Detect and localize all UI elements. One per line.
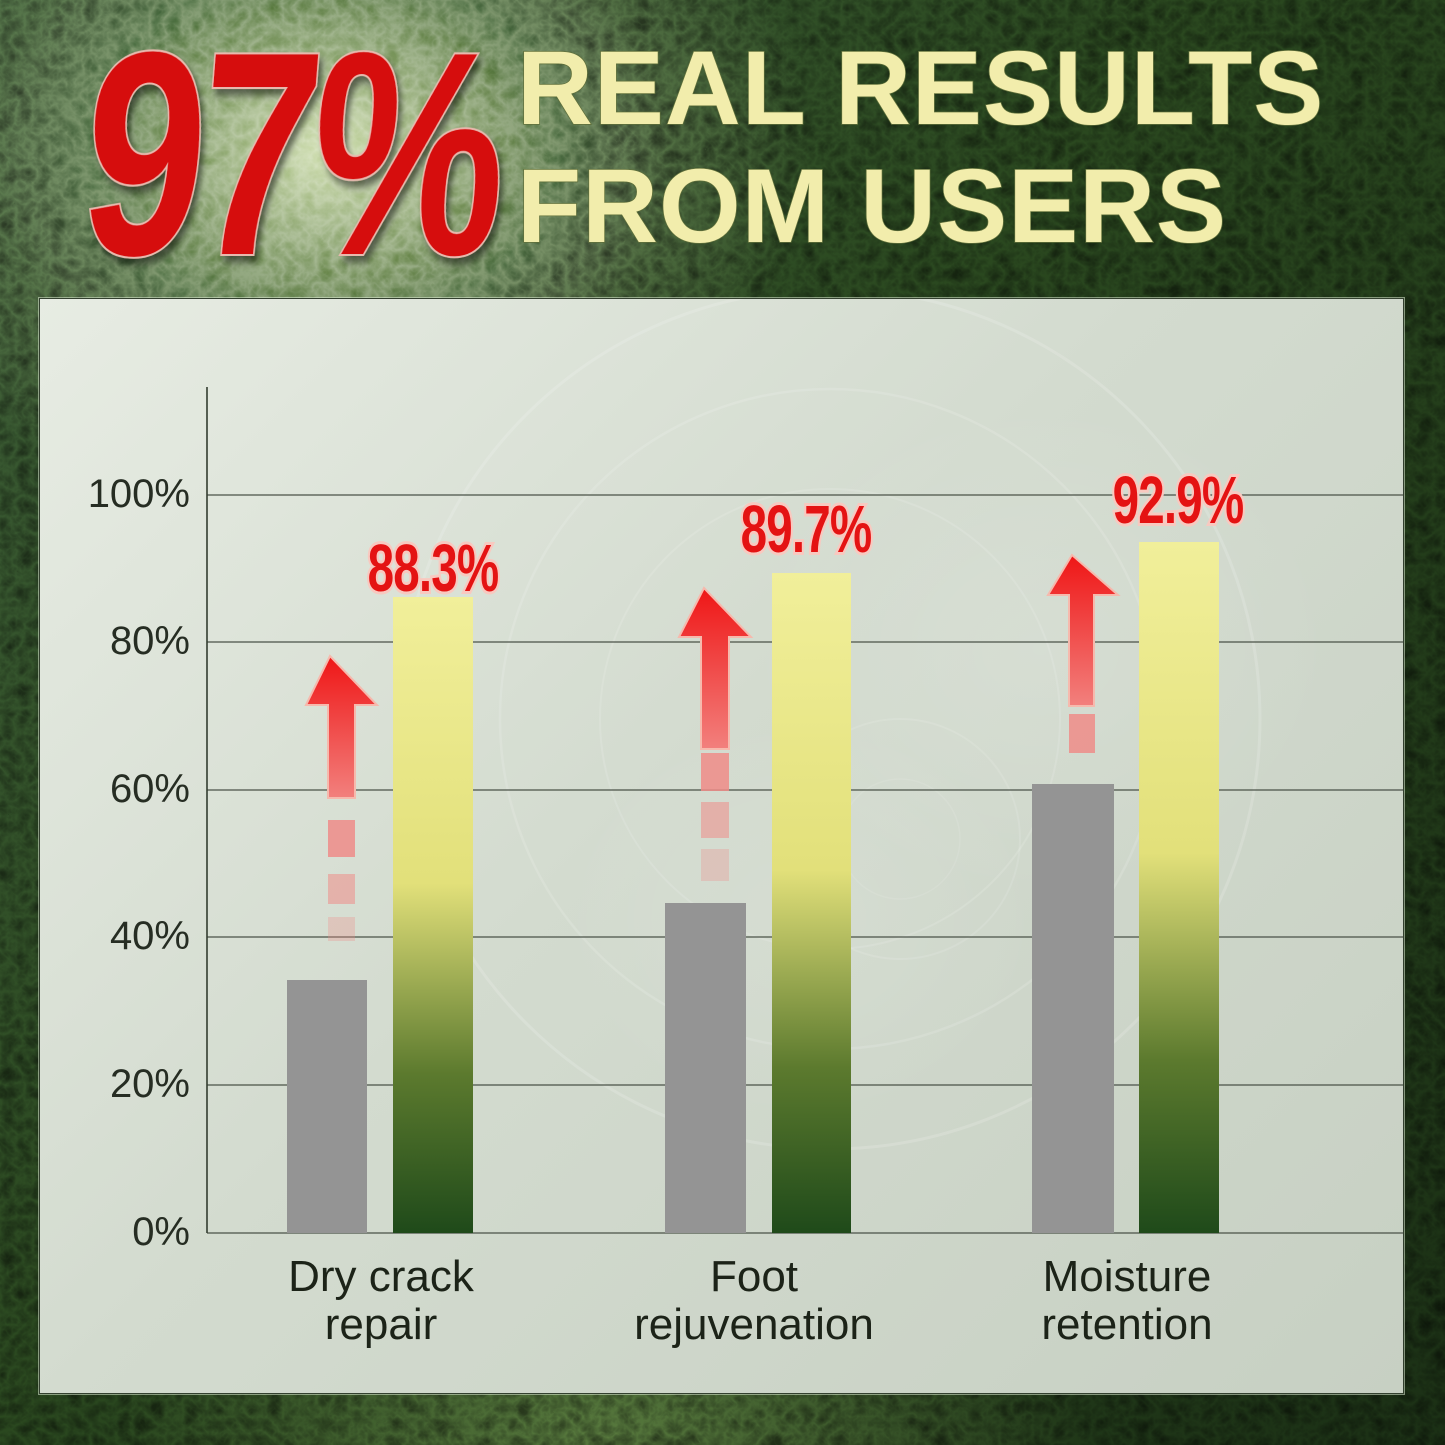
- svg-text:Dry crack: Dry crack: [288, 1252, 475, 1301]
- svg-text:0%: 0%: [132, 1210, 190, 1254]
- svg-text:40%: 40%: [110, 914, 190, 958]
- svg-text:92.9%: 92.9%: [1113, 464, 1244, 538]
- svg-text:retention: retention: [1041, 1300, 1212, 1349]
- svg-text:88.3%: 88.3%: [368, 532, 499, 606]
- svg-text:FROM USERS: FROM USERS: [517, 148, 1227, 265]
- svg-text:20%: 20%: [110, 1062, 190, 1106]
- svg-text:REAL RESULTS: REAL RESULTS: [517, 30, 1324, 147]
- svg-text:80%: 80%: [110, 619, 190, 663]
- svg-text:60%: 60%: [110, 767, 190, 811]
- svg-text:rejuvenation: rejuvenation: [634, 1300, 874, 1349]
- svg-text:Foot: Foot: [710, 1252, 798, 1301]
- svg-text:repair: repair: [325, 1300, 438, 1349]
- svg-text:100%: 100%: [88, 472, 190, 516]
- svg-text:Moisture: Moisture: [1043, 1252, 1212, 1301]
- svg-text:89.7%: 89.7%: [741, 493, 872, 567]
- svg-text:97%: 97%: [72, 0, 516, 300]
